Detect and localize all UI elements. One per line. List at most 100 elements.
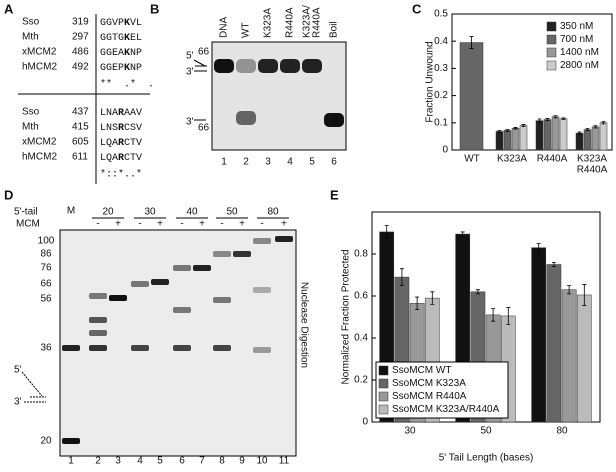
sequence-part: CTV xyxy=(124,138,142,149)
gel xyxy=(211,41,347,151)
error-bar xyxy=(491,308,496,322)
error-bar xyxy=(505,129,510,132)
band xyxy=(213,297,231,303)
error-bar xyxy=(536,243,541,253)
mcm-sign: - xyxy=(96,219,99,230)
y-tick-label: 0.4 xyxy=(434,36,448,47)
band xyxy=(280,59,300,73)
side-label: Nuclease Digestion xyxy=(298,282,309,368)
panel-label: D xyxy=(4,187,13,202)
bar xyxy=(503,130,512,151)
bar xyxy=(531,247,547,423)
sequence-part: CSV xyxy=(124,123,142,134)
sequence-part: LNA xyxy=(100,108,118,119)
error-bar xyxy=(469,36,474,49)
x-tick-label: WT xyxy=(464,154,480,165)
x-tick-label: 30 xyxy=(404,426,416,437)
lane-label: K323A xyxy=(263,8,274,38)
band xyxy=(62,345,80,351)
position: 486 xyxy=(72,47,89,58)
band xyxy=(236,59,256,73)
error-bar xyxy=(551,262,556,267)
error-bar xyxy=(561,117,566,120)
lane-number: 1 xyxy=(68,456,74,467)
legend-label: SsoMCM R440A xyxy=(392,391,467,402)
mcm-sign: - xyxy=(138,219,141,230)
strand-end: 3' xyxy=(14,397,22,408)
lane-number: 2 xyxy=(243,157,249,168)
error-bar xyxy=(553,115,558,119)
legend-box xyxy=(375,361,509,419)
error-bar xyxy=(567,285,572,295)
bar xyxy=(591,126,600,151)
legend-label: 2800 nM xyxy=(560,60,599,71)
sequence-part: GGTG xyxy=(100,33,124,44)
mcm-sign: + xyxy=(157,219,163,230)
strand-end: 3' xyxy=(186,67,194,78)
x-tick-label: 80 xyxy=(556,426,568,437)
tail-length: 20 xyxy=(102,207,114,218)
size-label: 56 xyxy=(40,294,52,305)
band xyxy=(131,281,149,287)
x-tick-label: R440A xyxy=(577,165,608,176)
lane-number: 2 xyxy=(95,456,101,467)
species: Sso xyxy=(22,17,40,28)
band xyxy=(89,317,107,323)
gel xyxy=(59,229,297,457)
tail-length: 50 xyxy=(226,207,238,218)
mcm-sign: - xyxy=(260,219,263,230)
legend-swatch xyxy=(378,391,389,402)
lane-number: 5 xyxy=(309,157,315,168)
sequence-part: NP xyxy=(130,48,142,59)
sequence-part: LQA xyxy=(100,153,118,164)
band xyxy=(173,345,191,351)
legend-label: 350 nM xyxy=(560,21,593,32)
error-bar xyxy=(384,225,389,239)
lane-label: DNA xyxy=(219,17,230,38)
position: 319 xyxy=(72,17,89,28)
sequence-part: LQA xyxy=(100,138,118,149)
lane-number: 10 xyxy=(256,456,268,467)
bar xyxy=(559,118,568,151)
y-axis-label: Normalized Fraction Protected xyxy=(341,249,352,384)
band xyxy=(151,279,169,285)
y-tick-label: 0.6 xyxy=(354,291,368,302)
legend-label: 700 nM xyxy=(560,34,593,45)
size-label: 86 xyxy=(40,249,52,260)
size-label: 36 xyxy=(40,343,52,354)
sequence: LQARCTV xyxy=(100,153,142,164)
plot-frame xyxy=(451,13,613,151)
species: Sso xyxy=(22,107,40,118)
band xyxy=(131,345,149,351)
legend-label: SsoMCM WT xyxy=(392,365,451,376)
band xyxy=(324,113,344,127)
band xyxy=(253,347,271,353)
size-label: 66 xyxy=(40,279,52,290)
error-bar xyxy=(513,127,518,130)
size-label: 20 xyxy=(40,436,52,447)
band xyxy=(89,345,107,351)
key-residue: K xyxy=(124,63,130,74)
error-bar xyxy=(545,118,550,122)
sequence-part: VL xyxy=(130,18,142,29)
panel-label: B xyxy=(150,1,159,16)
band xyxy=(109,295,127,301)
lane-number: 4 xyxy=(137,456,143,467)
sequence: GGEAKNP xyxy=(100,48,142,59)
lane-number: 11 xyxy=(279,456,290,467)
x-axis-label: 5' Tail Length (bases) xyxy=(439,453,534,464)
legend-swatch xyxy=(546,47,557,58)
size-label: 100 xyxy=(38,236,55,247)
y-tick-label: 0.2 xyxy=(354,375,368,386)
bar xyxy=(551,116,560,151)
bar xyxy=(599,122,608,151)
panel-label: C xyxy=(412,1,422,16)
error-bar xyxy=(537,118,542,123)
lane-label: Boil xyxy=(329,21,340,38)
bar xyxy=(495,131,504,151)
key-residue: R xyxy=(118,153,124,164)
schematic xyxy=(21,371,46,403)
band xyxy=(233,251,251,257)
sequence-part: CTV xyxy=(124,153,142,164)
